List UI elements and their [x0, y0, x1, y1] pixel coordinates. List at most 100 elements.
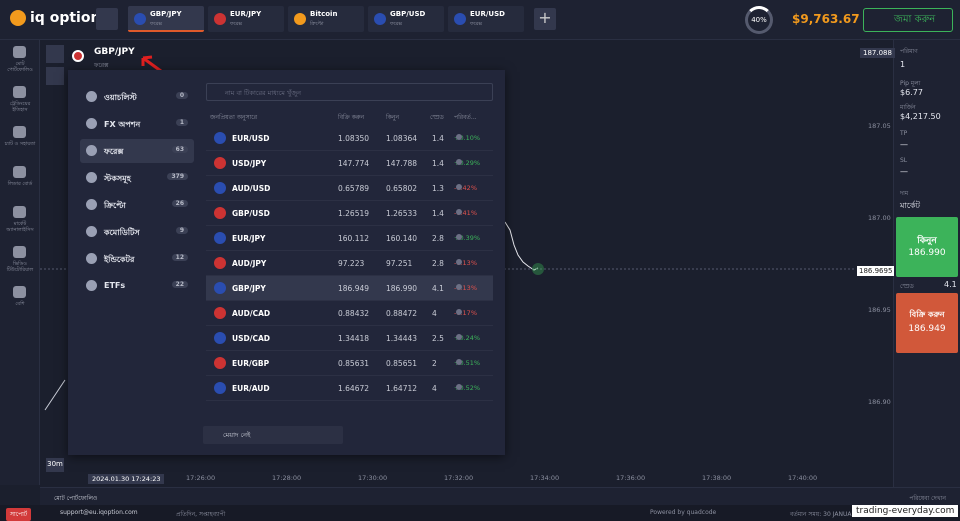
row-actions[interactable]	[456, 259, 486, 267]
sidebar-label[interactable]: বেশি	[15, 301, 25, 307]
sidebar-icon[interactable]	[13, 286, 26, 298]
x-axis-label: 17:36:00	[616, 474, 646, 482]
category-count: 12	[171, 254, 188, 261]
tab[interactable]: GBP/JPY ফরেক্স	[128, 6, 204, 32]
tab[interactable]: EUR/USD ফরেক্স	[448, 6, 524, 32]
expiry-select[interactable]: মেয়াদ নেই	[203, 426, 343, 444]
x-axis-label: 17:26:00	[186, 474, 216, 482]
sidebar-icon[interactable]	[13, 86, 26, 98]
sidebar-icon[interactable]	[13, 206, 26, 218]
asset-row[interactable]: EUR/JPY 160.112 160.140 2.8 +0.39%	[206, 226, 493, 251]
row-actions[interactable]	[456, 359, 486, 367]
category[interactable]: ফরেক্স 63	[80, 139, 194, 163]
category[interactable]: ক্রিপ্টো 26	[80, 193, 194, 217]
asset-row[interactable]: EUR/USD 1.08350 1.08364 1.4 +0.10%	[206, 126, 493, 151]
x-axis-label: 17:40:00	[788, 474, 818, 482]
row-asset: AUD/CAD	[232, 309, 271, 318]
category-icon	[86, 172, 97, 183]
sl[interactable]: —	[900, 167, 908, 176]
asset-row[interactable]: AUD/USD 0.65789 0.65802 1.3 -0.42%	[206, 176, 493, 201]
buy-label: কিনুন	[917, 236, 937, 246]
amount[interactable]: 1	[900, 60, 906, 69]
row-actions[interactable]	[456, 159, 486, 167]
column-header[interactable]: স্প্রেড	[430, 114, 444, 121]
buy-button[interactable]: কিনুন 186.990	[896, 217, 958, 277]
row-spread: 2	[432, 359, 437, 368]
row-actions[interactable]	[456, 134, 486, 142]
sidebar-icon[interactable]	[13, 166, 26, 178]
tab[interactable]: GBP/USD ফরেক্স	[368, 6, 444, 32]
tab[interactable]: Bitcoin ক্রিপ্টো	[288, 6, 364, 32]
row-actions[interactable]	[456, 184, 486, 192]
grid-button[interactable]	[96, 8, 118, 30]
sidebar-icon[interactable]	[13, 126, 26, 138]
row-spread: 4.1	[432, 284, 444, 293]
row-actions[interactable]	[456, 209, 486, 217]
deposit-button[interactable]: জমা করুন	[863, 8, 953, 32]
row-actions[interactable]	[456, 384, 486, 392]
support-badge[interactable]: সাপোর্ট	[6, 508, 32, 521]
sidebar-label[interactable]: মার্কেট অ্যানালাইসিস	[6, 221, 34, 233]
asset-name[interactable]: GBP/JPY	[94, 47, 135, 57]
category[interactable]: ওয়াচলিস্ট 0	[80, 85, 194, 109]
column-header[interactable]: বিক্রি করুন	[338, 114, 365, 121]
price-type[interactable]: মার্কেট	[900, 201, 920, 210]
row-actions[interactable]	[456, 284, 486, 292]
sidebar-label[interactable]: ট্রেডিংয়ের ইতিহাস	[9, 101, 31, 113]
buy-price: 186.990	[908, 248, 946, 258]
balance[interactable]: $9,763.67	[792, 12, 860, 26]
tool-button[interactable]	[46, 67, 64, 85]
category[interactable]: স্টকসমূহ 379	[80, 166, 194, 190]
tab-type: ফরেক্স	[470, 21, 483, 27]
watermark: trading-everyday.com	[852, 505, 959, 517]
sidebar-icon[interactable]	[13, 246, 26, 258]
category[interactable]: ইন্ডিকেটর 12	[80, 247, 194, 271]
portfolio-link[interactable]: মোট পোর্টফোলিও	[54, 495, 98, 502]
row-spread: 1.3	[432, 184, 444, 193]
row-spread: 4	[432, 384, 437, 393]
row-asset: EUR/USD	[232, 134, 270, 143]
asset-row[interactable]: AUD/JPY 97.223 97.251 2.8 -0.13%	[206, 251, 493, 276]
asset-row[interactable]: GBP/USD 1.26519 1.26533 1.4 -0.41%	[206, 201, 493, 226]
category[interactable]: কমোডিটিস 9	[80, 220, 194, 244]
close-button[interactable]	[46, 45, 64, 63]
sidebar-label[interactable]: চ্যাট ও সহায়তা	[4, 141, 36, 147]
asset-row[interactable]: USD/JPY 147.774 147.788 1.4 +0.29%	[206, 151, 493, 176]
support-email[interactable]: support@eu.iqoption.com	[60, 509, 138, 516]
row-actions[interactable]	[456, 334, 486, 342]
row-actions[interactable]	[456, 309, 486, 317]
category-label: ইন্ডিকেটর	[104, 255, 135, 264]
sidebar-label[interactable]: ভিডিও টিউটোরিয়াল	[6, 261, 34, 273]
column-header[interactable]: কিনুন	[386, 114, 400, 121]
deal-panel: পরিমাণ 1 Pip মূল্য $6.77 মার্জিন $4,217.50 TP —…	[893, 40, 960, 487]
row-buy: 147.788	[386, 159, 418, 168]
asset-row[interactable]: AUD/CAD 0.88432 0.88472 4 -0.17%	[206, 301, 493, 326]
progress[interactable]: 40%	[745, 6, 773, 34]
sidebar-label[interactable]: লিডার বোর্ড	[7, 181, 33, 187]
asset-row[interactable]: EUR/AUD 1.64672 1.64712 4 +0.52%	[206, 376, 493, 401]
sell-button[interactable]: বিক্রি করুন 186.949	[896, 293, 958, 353]
tab-type: ক্রিপ্টো	[310, 21, 324, 27]
row-actions[interactable]	[456, 234, 486, 242]
search-box[interactable]: নাম বা টিকারের মাধ্যমে খুঁজুন	[206, 83, 493, 101]
sl-label: SL	[900, 157, 908, 164]
logo: iq option	[30, 10, 101, 26]
row-asset: AUD/USD	[232, 184, 271, 193]
column-header[interactable]: জনপ্রিয়তা অনুসারে	[210, 114, 258, 121]
timeframe[interactable]: 30m	[46, 458, 64, 472]
row-flag	[214, 257, 226, 269]
category[interactable]: FX অপশন 1	[80, 112, 194, 136]
asset-row[interactable]: USD/CAD 1.34418 1.34443 2.5 +0.24%	[206, 326, 493, 351]
sidebar-icon[interactable]	[13, 46, 26, 58]
services-link[interactable]: পরিষেবা দেখান	[909, 495, 946, 502]
sidebar-label[interactable]: মোট পোর্টফোলিও	[7, 61, 33, 73]
tab[interactable]: EUR/JPY ফরেক্স	[208, 6, 284, 32]
add-tab[interactable]: +	[534, 8, 556, 30]
tab-name: EUR/JPY	[230, 10, 262, 18]
category[interactable]: ETFs 22	[80, 274, 194, 298]
category-icon	[86, 253, 97, 264]
asset-row[interactable]: GBP/JPY 186.949 186.990 4.1 -0.13%	[206, 276, 493, 301]
column-header[interactable]: পরিবর্ত...	[454, 114, 477, 121]
asset-row[interactable]: EUR/GBP 0.85631 0.85651 2 +0.51%	[206, 351, 493, 376]
tp[interactable]: —	[900, 140, 908, 149]
